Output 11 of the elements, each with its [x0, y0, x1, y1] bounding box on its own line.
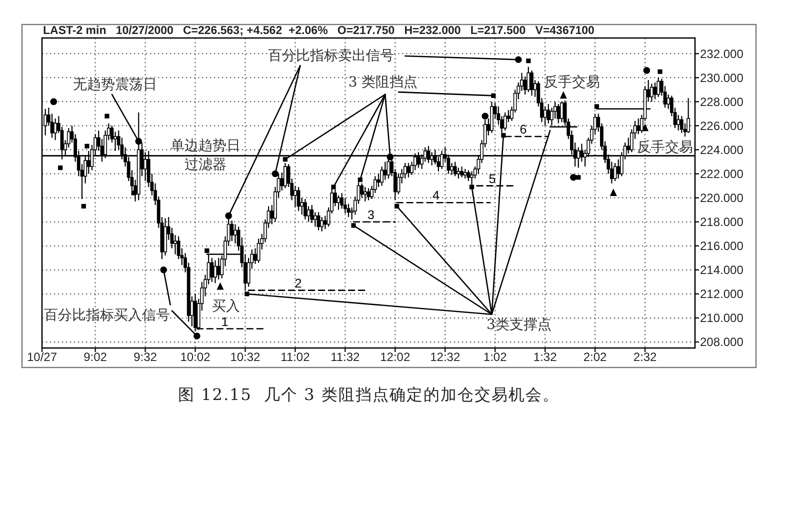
annotation: 百分比指标买入信号 [44, 308, 170, 324]
title: 图 12.15 几个 3 类阻挡点确定的加仓交易机会。 [178, 385, 560, 404]
annotation: 买入 [212, 298, 240, 314]
annotation: 百分比指标卖出信号 [268, 48, 394, 64]
ref-line-label: 单边趋势日过滤器 [169, 136, 242, 175]
annotation: 3类支撑点 [486, 317, 552, 334]
annotation: 反手交易 [637, 140, 693, 156]
annotation: 无趋势震荡日 [73, 77, 157, 93]
subtitle: LAST-2 min 10/27/2000 C=226.563; +4.562 +2.06% O=217.750 H=232.000 L=217.500 V=4367100 [43, 25, 594, 37]
annotation: 反手交易 [544, 74, 600, 90]
annotation: 3 类阻挡点 [348, 74, 418, 90]
